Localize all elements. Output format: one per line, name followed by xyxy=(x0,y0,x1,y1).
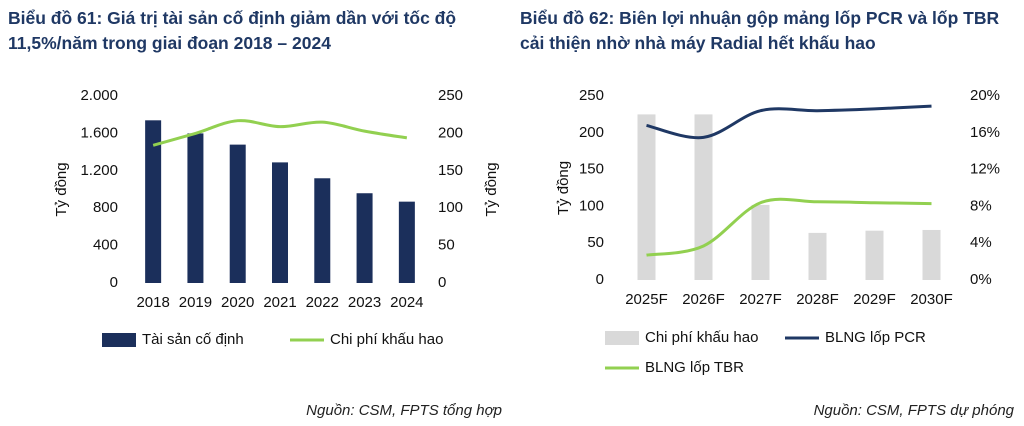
x-tick-label: 2028F xyxy=(796,291,839,308)
y2-tick-label: 50 xyxy=(438,237,455,254)
x-tick-label: 2027F xyxy=(739,291,782,308)
chart-title: Biểu đồ 62: Biên lợi nhuận gộp mảng lốp … xyxy=(520,8,1000,53)
legend-label: Chi phí khấu hao xyxy=(330,331,443,348)
x-tick-label: 2025F xyxy=(625,291,668,308)
y2-tick-label: 200 xyxy=(438,124,463,141)
y2-tick-label: 100 xyxy=(438,199,463,216)
y-tick-label: 400 xyxy=(93,237,118,254)
x-tick-label: 2030F xyxy=(910,291,953,308)
bar xyxy=(922,229,941,280)
chart-panel: 0 400 800 1.200 1.600 2.000 0 50 100 150 200 250 Tỷ … xyxy=(8,8,502,419)
y2-tick-label: 12% xyxy=(970,161,1000,178)
bar xyxy=(314,178,331,283)
x-tick-label: 2024 xyxy=(390,294,423,311)
bar xyxy=(865,230,884,280)
legend-swatch xyxy=(605,331,639,345)
chart-panel: 0 50 100 150 200 250 0% 4% 8% 12% 16% 20% Tỷ đồng 202… xyxy=(512,0,1024,426)
x-tick-label: 2019 xyxy=(179,294,212,311)
source-note: Nguồn: CSM, FPTS tổng hợp xyxy=(306,402,502,419)
y-axis-label: Tỷ đồng xyxy=(555,161,572,215)
line-series xyxy=(646,197,932,257)
x-tick-label: 2018 xyxy=(136,294,169,311)
bar xyxy=(637,114,656,281)
y2-tick-label: 0 xyxy=(438,274,446,291)
chart-title: Biểu đồ 61: Giá trị tài sản cố định giảm… xyxy=(8,8,457,53)
y-tick-label: 200 xyxy=(579,124,604,141)
bar xyxy=(145,120,162,283)
source-note: Nguồn: CSM, FPTS dự phóng xyxy=(813,402,1014,419)
x-tick-label: 2022 xyxy=(306,294,339,311)
x-tick-label: 2021 xyxy=(263,294,296,311)
bar xyxy=(751,204,770,280)
line-series xyxy=(152,119,408,147)
y-tick-label: 2.000 xyxy=(80,87,118,104)
y2-tick-label: 4% xyxy=(970,234,992,251)
y-tick-label: 50 xyxy=(587,234,604,251)
bar xyxy=(356,193,373,283)
y2-tick-label: 150 xyxy=(438,162,463,179)
y2-tick-label: 0% xyxy=(970,271,992,288)
y-tick-label: 1.600 xyxy=(80,124,118,141)
y-tick-label: 250 xyxy=(579,87,604,104)
y2-tick-label: 20% xyxy=(970,87,1000,104)
x-tick-label: 2023 xyxy=(348,294,381,311)
y2-tick-label: 250 xyxy=(438,87,463,104)
y-tick-label: 0 xyxy=(596,271,604,288)
line-series xyxy=(646,104,932,140)
bar xyxy=(187,133,204,283)
y2-tick-label: 16% xyxy=(970,124,1000,141)
bar xyxy=(808,232,827,280)
y-axis-label: Tỷ đồng xyxy=(53,162,70,216)
bar xyxy=(272,162,288,283)
legend-label: Chi phí khấu hao xyxy=(645,329,758,346)
bar xyxy=(398,201,415,283)
x-tick-label: 2029F xyxy=(853,291,896,308)
x-tick-label: 2020 xyxy=(221,294,254,311)
y-tick-label: 100 xyxy=(579,197,604,214)
x-tick-label: 2026F xyxy=(682,291,725,308)
y-tick-label: 1.200 xyxy=(80,162,118,179)
legend-label: BLNG lốp TBR xyxy=(645,359,744,376)
legend-label: Tài sản cố định xyxy=(142,331,244,348)
chart: 0 400 800 1.200 1.600 2.000 0 50 100 150 200 250 Tỷ … xyxy=(53,87,500,348)
bar xyxy=(694,114,713,281)
legend-label: BLNG lốp PCR xyxy=(825,329,926,346)
y-tick-label: 800 xyxy=(93,199,118,216)
chart: 0 50 100 150 200 250 0% 4% 8% 12% 16% 20% Tỷ đồng 202… xyxy=(555,87,1000,376)
bar xyxy=(229,144,246,283)
y2-tick-label: 8% xyxy=(970,197,992,214)
y-tick-label: 150 xyxy=(579,161,604,178)
legend-swatch xyxy=(102,333,136,347)
y2-axis-label: Tỷ đồng xyxy=(483,162,500,216)
y-tick-label: 0 xyxy=(110,274,118,291)
